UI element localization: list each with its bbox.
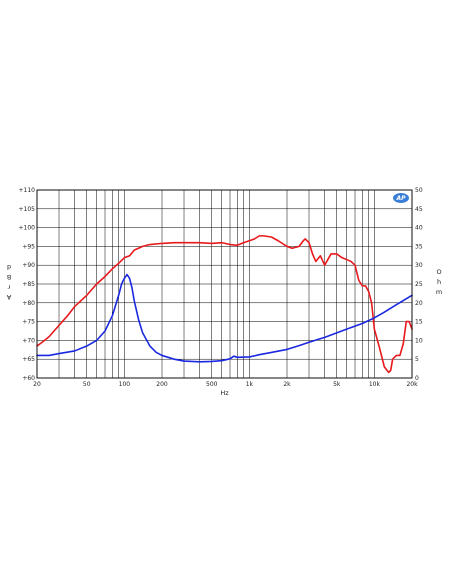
chart-grid <box>36 189 413 379</box>
y-left-tick-label: +105 <box>19 206 36 213</box>
x-tick-label: 100 <box>119 381 131 388</box>
y-left-tick-label: +65 <box>22 356 35 363</box>
y-right-tick-label: 50 <box>415 187 423 194</box>
x-tick-label: 5k <box>333 381 341 388</box>
y-left-tick-label: +70 <box>22 337 35 344</box>
x-tick-label: 200 <box>156 381 168 388</box>
chart-tick-labels: 20 50 100 200 500 1k 2k 5k 10k 20k+110+105+100+95… <box>19 187 423 388</box>
x-tick-label: 2k <box>283 381 291 388</box>
chart-series <box>36 235 413 374</box>
y-left-axis-label-letter: A <box>6 293 11 301</box>
y-left-tick-label: +85 <box>22 281 35 288</box>
y-right-tick-label: 15 <box>415 319 423 326</box>
y-right-axis-label-letter: h <box>437 278 441 286</box>
y-left-tick-label: +110 <box>19 187 36 194</box>
y-left-tick-label: +100 <box>19 225 36 232</box>
y-right-axis-label-letter: O <box>436 268 441 276</box>
y-right-tick-label: 45 <box>415 206 423 213</box>
y-left-tick-label: +95 <box>22 243 35 250</box>
ap-logo-text: AP <box>395 195 406 202</box>
y-right-tick-label: 10 <box>415 337 423 344</box>
x-tick-label: 50 <box>83 381 91 388</box>
x-tick-label: 20 <box>33 381 41 388</box>
ap-logo: AP <box>393 193 409 203</box>
y-left-tick-label: +60 <box>22 375 35 382</box>
y-left-tick-label: +90 <box>22 262 35 269</box>
y-right-tick-label: 20 <box>415 300 423 307</box>
y-left-tick-label: +80 <box>22 300 35 307</box>
y-left-axis-label-letter: d <box>7 263 11 271</box>
impedance-curve <box>36 273 413 363</box>
x-tick-label: 500 <box>206 381 218 388</box>
x-tick-label: 1k <box>246 381 254 388</box>
y-right-tick-label: 40 <box>415 225 423 232</box>
y-left-tick-label: +75 <box>22 319 35 326</box>
y-right-tick-label: 25 <box>415 281 423 288</box>
y-left-axis-label-letter: B <box>7 273 11 281</box>
spl-curve <box>36 235 413 374</box>
y-right-tick-label: 5 <box>415 356 419 363</box>
y-right-tick-label: 30 <box>415 262 423 269</box>
y-right-axis-label-letter: m <box>436 288 442 296</box>
y-right-tick-label: 35 <box>415 243 423 250</box>
plot-frame <box>36 189 413 379</box>
y-right-tick-label: 0 <box>415 375 419 382</box>
x-tick-label: 10k <box>369 381 381 388</box>
x-axis-label: Hz <box>220 389 229 397</box>
y-left-axis-label-letter: r <box>7 283 10 291</box>
x-tick-label: 20k <box>406 381 418 388</box>
ap-logo-badge <box>393 193 409 203</box>
